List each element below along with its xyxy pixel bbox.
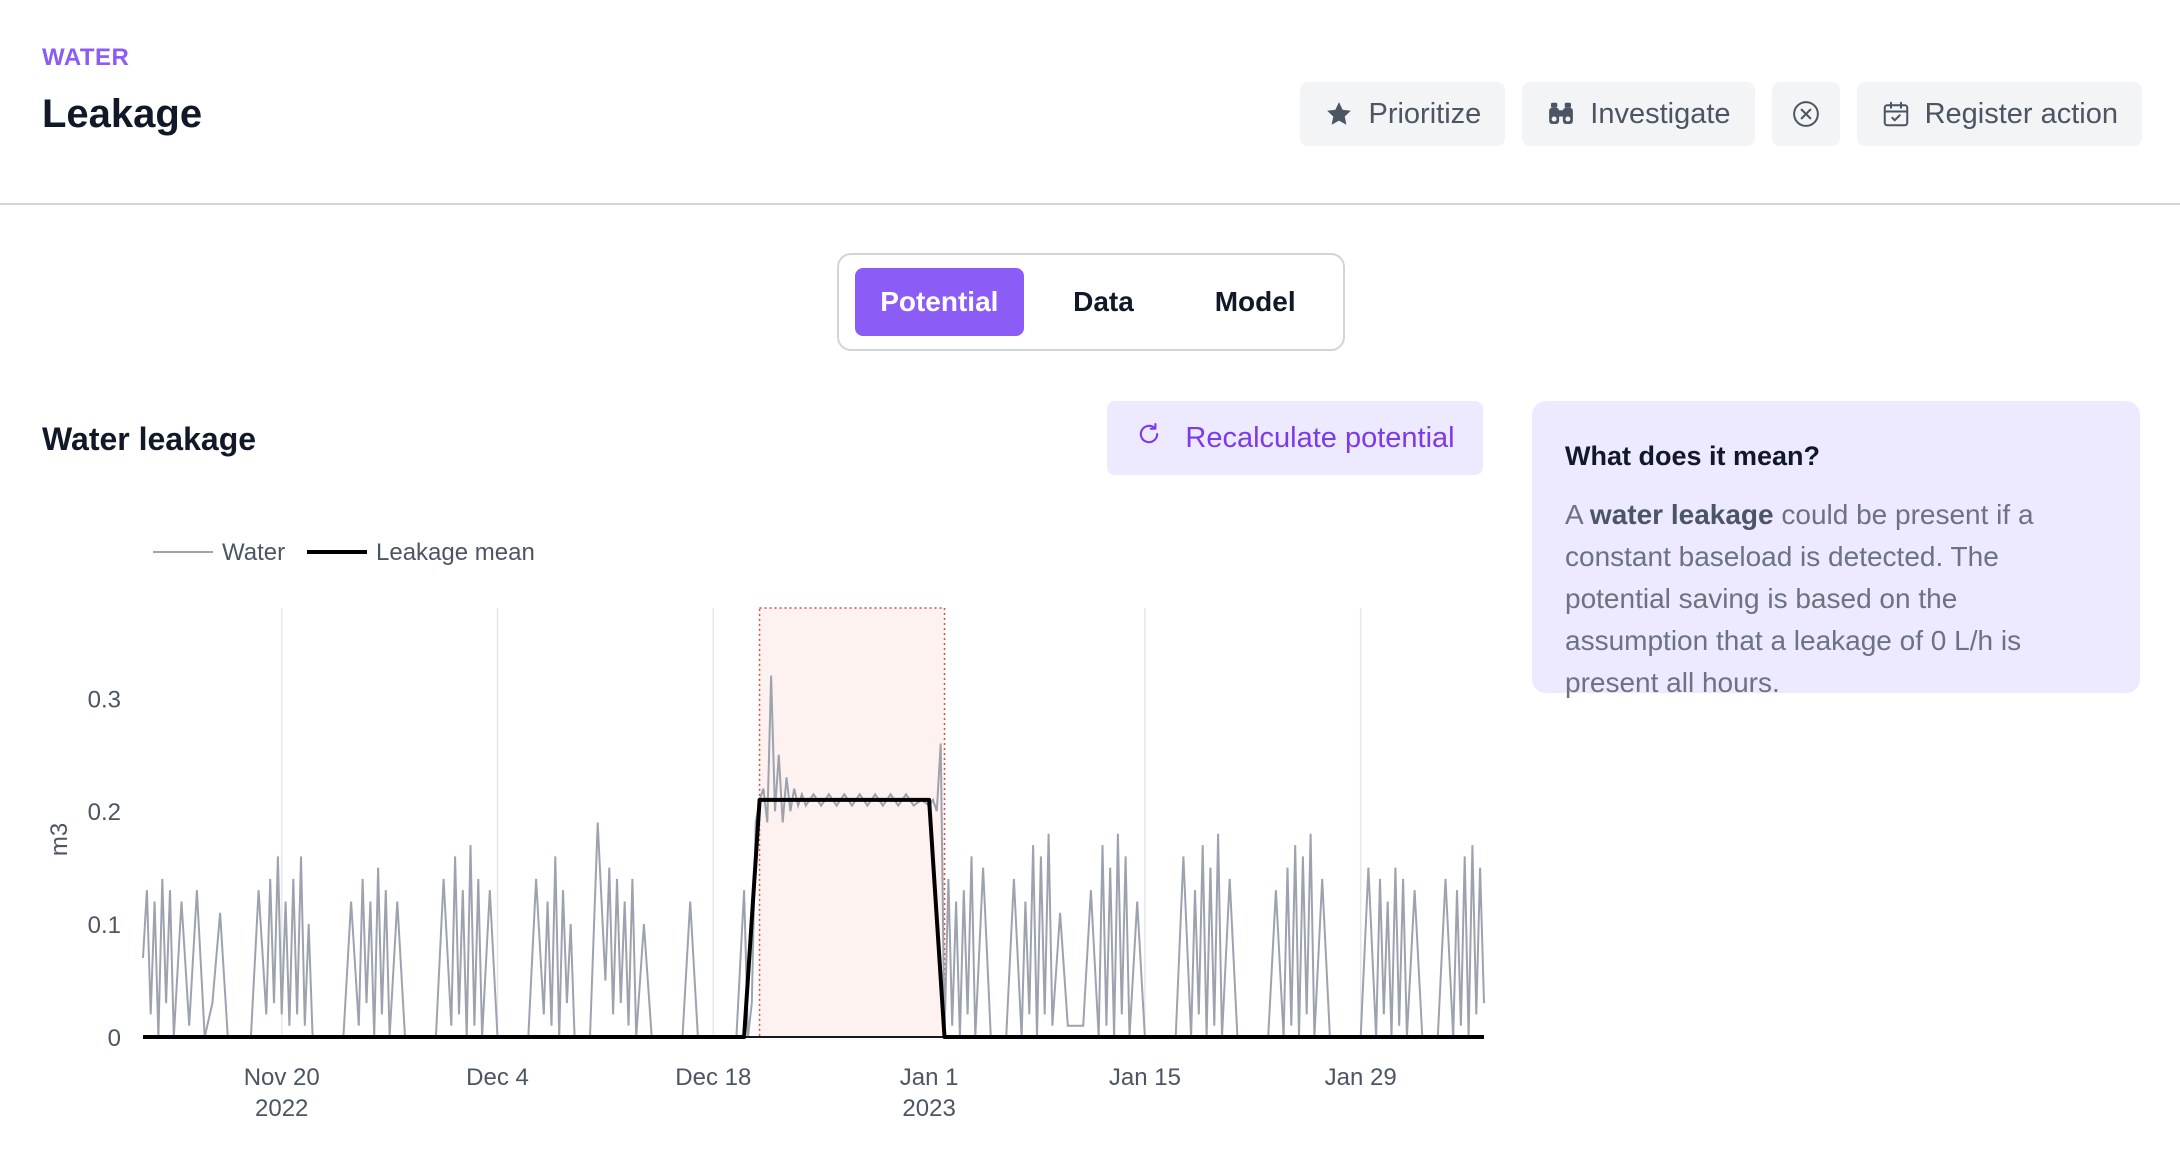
prioritize-button[interactable]: Prioritize [1300,82,1506,146]
x-tick-label: Nov 20 [244,1064,320,1091]
x-tick-label: Jan 29 [1325,1064,1397,1091]
x-tick-label: Dec 18 [675,1064,751,1091]
header-actions: Prioritize Investigate [1300,82,2142,146]
info-body: A water leakage could be present if a co… [1565,494,2108,704]
info-title: What does it mean? [1565,441,1821,471]
register-action-button[interactable]: Register action [1856,82,2142,146]
y-tick-label: 0.2 [88,799,121,826]
tab-model[interactable]: Model [1214,286,1296,317]
close-circle-icon [1791,99,1821,129]
info-body-rest: could be present if a constant baseload … [1565,499,2034,698]
y-tick-label: 0.3 [88,686,121,713]
section-title: Water leakage [42,421,257,457]
view-tabs: Potential Data Model [837,253,1345,351]
prioritize-label: Prioritize [1368,97,1482,130]
page-header: WATER Leakage Prioritize Investigat [0,0,2180,205]
x-tick-label: Dec 4 [466,1064,529,1091]
legend-water-label: Water [222,539,285,566]
investigate-label: Investigate [1590,97,1731,130]
info-panel: What does it mean? A water leakage could… [1532,401,2140,698]
recalculate-label: Recalculate potential [1185,421,1455,454]
x-tick-label: Jan 1 [900,1064,959,1091]
recalculate-potential-button[interactable]: Recalculate potential [1107,401,1483,475]
category-label: WATER [42,44,130,71]
info-body-prefix: A [1565,499,1590,530]
leakage-highlight-region [758,607,946,1038]
investigate-button[interactable]: Investigate [1522,82,1755,146]
series-leakage-mean-line [143,797,1484,1039]
page-title: Leakage [42,92,203,136]
refresh-icon [1135,420,1163,456]
tab-potential[interactable]: Potential [855,268,1024,336]
y-tick-label: 0 [108,1025,121,1052]
calendar-check-icon [1881,99,1911,129]
x-tick-sublabel: 2023 [902,1095,955,1122]
legend-leakage-label: Leakage mean [376,539,535,566]
star-icon [1324,99,1354,129]
x-tick-label: Jan 15 [1109,1064,1181,1091]
dismiss-button[interactable] [1771,82,1840,146]
water-leakage-chart: 0 0.1 0.2 0.3 m3 Nov 20 2022 Dec 4 Dec 18 Jan 1 20… [46,539,1485,1122]
y-tick-label: 0.1 [88,912,121,939]
tab-data[interactable]: Data [1073,286,1134,317]
x-tick-sublabel: 2022 [255,1095,308,1122]
register-action-label: Register action [1924,97,2118,130]
binoculars-icon [1546,99,1576,129]
info-body-bold: water leakage [1589,499,1774,530]
y-axis-label: m3 [46,823,73,856]
